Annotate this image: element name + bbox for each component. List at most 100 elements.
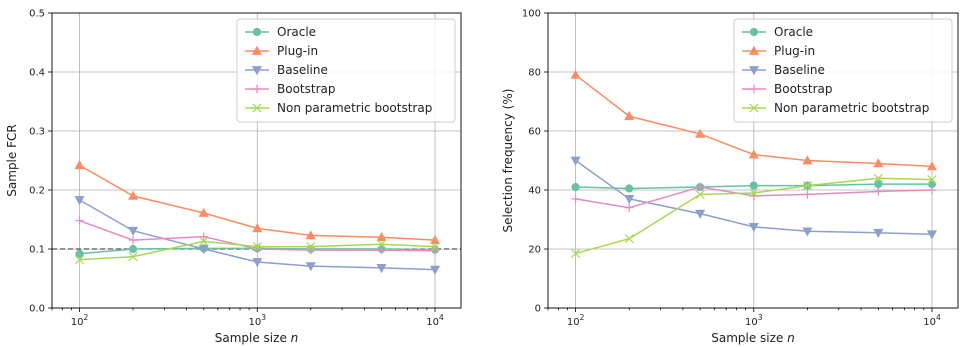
data-point <box>927 185 937 195</box>
y-tick-label: 0.0 <box>29 304 45 315</box>
axes-frame <box>547 12 959 309</box>
chart-panel-1: 102 103 104 0.0 0.1 0.2 0.3 0.4 0.5 Sample size n… <box>5 9 462 345</box>
data-point <box>571 194 580 204</box>
data-point <box>252 258 263 268</box>
data-point <box>748 223 759 233</box>
data-point <box>874 187 883 196</box>
data-point <box>873 173 883 183</box>
data-point <box>570 69 581 79</box>
data-point <box>873 228 884 239</box>
legend-marker <box>748 45 760 55</box>
data-point <box>199 232 208 241</box>
data-point <box>128 252 138 262</box>
x-tick-label: 104 <box>923 313 941 328</box>
x-tick-label: 103 <box>249 313 267 328</box>
data-point <box>873 158 884 168</box>
data-point <box>430 242 440 252</box>
legend-marker <box>749 103 759 113</box>
data-point <box>74 254 85 265</box>
legend-marker <box>252 27 262 37</box>
data-point <box>74 196 85 206</box>
data-point <box>75 216 84 225</box>
legend-item: Plug-in <box>245 44 318 58</box>
legend-item: Baseline <box>245 63 328 77</box>
data-point <box>376 239 387 249</box>
legend-marker <box>251 66 263 76</box>
data-point <box>127 190 139 200</box>
y-tick-label: 0 <box>535 304 541 315</box>
axes-frame <box>51 12 462 309</box>
legend-label: Baseline <box>774 63 825 77</box>
data-point <box>802 155 813 165</box>
data-point <box>306 242 316 252</box>
legend-item: Non parametric bootstrap <box>742 101 929 115</box>
legend-marker <box>251 45 263 55</box>
legend-label: Baseline <box>277 63 328 77</box>
data-point <box>624 194 635 205</box>
data-point <box>749 181 758 190</box>
legend-marker <box>748 66 760 76</box>
y-axis-label: Selection frequency (%) <box>501 89 515 233</box>
data-point <box>803 190 812 199</box>
data-point <box>252 242 262 252</box>
y-tick-label: 0.3 <box>29 127 45 138</box>
data-point <box>624 234 634 244</box>
data-point <box>199 236 209 246</box>
legend-item: Non parametric bootstrap <box>245 101 432 115</box>
legend-marker <box>749 84 759 94</box>
data-point <box>874 180 883 189</box>
data-point <box>695 189 705 200</box>
legend: Oracle Plug-in Baseline Bootstrap Non parame… <box>236 18 456 123</box>
legend-marker <box>252 103 262 113</box>
data-point <box>695 182 705 192</box>
x-tick-label: 102 <box>71 313 89 328</box>
data-point <box>74 159 85 170</box>
y-tick-label: 80 <box>528 68 541 79</box>
data-point <box>625 203 634 212</box>
data-point <box>198 207 209 217</box>
y-tick-label: 20 <box>528 245 541 256</box>
data-point <box>926 230 938 240</box>
data-point <box>571 182 580 192</box>
legend-label: Plug-in <box>277 44 318 58</box>
data-point <box>570 248 581 259</box>
y-tick-label: 0.1 <box>29 245 45 256</box>
y-tick-label: 0.4 <box>29 68 45 79</box>
data-point <box>624 111 635 121</box>
legend-box <box>733 18 953 123</box>
data-point <box>695 128 706 138</box>
legend-label: Bootstrap <box>774 82 832 96</box>
data-point <box>926 161 938 171</box>
data-point <box>570 156 581 166</box>
data-point <box>429 265 441 275</box>
data-point <box>376 264 387 274</box>
data-point <box>802 180 813 191</box>
data-point <box>127 226 139 236</box>
data-point <box>927 175 937 185</box>
legend: Oracle Plug-in Baseline Bootstrap Non parame… <box>733 18 953 123</box>
legend-item: Oracle <box>245 25 316 39</box>
data-point <box>252 223 263 233</box>
legend-label: Oracle <box>774 25 813 39</box>
legend-label: Oracle <box>277 25 316 39</box>
y-axis-label: Sample FCR <box>5 124 19 196</box>
data-point <box>75 249 84 258</box>
x-tick-label: 104 <box>426 313 444 328</box>
series-non-parametric-bootstrap <box>570 173 937 259</box>
legend-marker <box>749 27 759 37</box>
data-point <box>748 149 759 159</box>
x-axis-label: Sample size n <box>711 331 795 345</box>
series-baseline <box>570 156 938 240</box>
data-point <box>128 235 138 245</box>
legend-label: Bootstrap <box>277 82 335 96</box>
x-tick-label: 102 <box>567 313 585 328</box>
legend-label: Plug-in <box>774 44 815 58</box>
legend-item: Oracle <box>742 25 813 39</box>
chart-panel-2: 102 103 104 0 20 40 60 80 100 Sample size n Select… <box>501 9 959 345</box>
legend-item: Bootstrap <box>742 82 832 96</box>
data-point <box>377 245 386 255</box>
data-point <box>695 209 706 219</box>
legend-box <box>236 18 456 123</box>
y-tick-label: 0.5 <box>29 9 45 20</box>
